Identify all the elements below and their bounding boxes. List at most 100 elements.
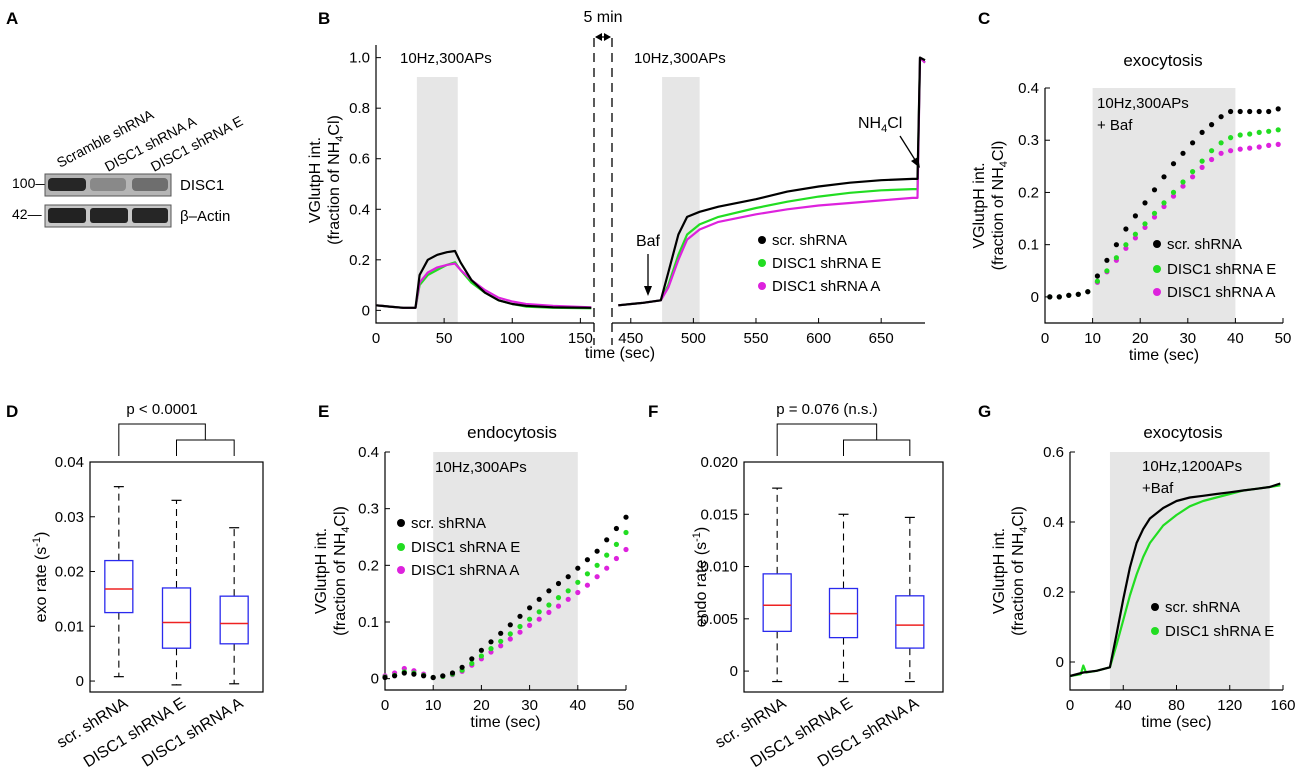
point-A bbox=[507, 636, 513, 642]
x-axis-label: time (sec) bbox=[1129, 347, 1199, 364]
point-A bbox=[517, 629, 523, 635]
point-E bbox=[623, 529, 629, 536]
y-axis-label-line2: (fraction of NH4Cl) bbox=[326, 115, 346, 245]
point-scr bbox=[1237, 108, 1243, 115]
legend-e-marker bbox=[1151, 627, 1159, 635]
box bbox=[895, 595, 925, 649]
point-scr bbox=[498, 630, 504, 636]
y-axis-label-line1: VGlutpH int. bbox=[307, 137, 324, 223]
point-A bbox=[527, 622, 533, 629]
legend-scr-marker bbox=[1151, 603, 1159, 611]
y-tick-label: 0.4 bbox=[349, 201, 370, 218]
y-tick-label: 0.020 bbox=[700, 454, 738, 471]
point-E bbox=[1132, 231, 1138, 237]
y-axis-label: exo rate (s-1) bbox=[31, 532, 50, 623]
series-A-left bbox=[375, 262, 592, 309]
point-scr bbox=[401, 670, 407, 676]
point-A bbox=[1132, 235, 1138, 241]
point-E bbox=[527, 616, 533, 622]
y-tick-label: 0.2 bbox=[349, 252, 370, 269]
point-E bbox=[1266, 128, 1272, 134]
y-tick-label: 0.010 bbox=[700, 559, 738, 576]
point-E bbox=[1113, 255, 1119, 261]
point-scr bbox=[459, 664, 465, 670]
panel-letter-a: A bbox=[6, 9, 18, 28]
point-scr bbox=[1190, 140, 1196, 146]
western-blot: Scramble shRNA DISC1 shRNA A DISC1 shRNA… bbox=[12, 106, 245, 228]
significance-bracket-sub bbox=[176, 439, 235, 456]
point-A bbox=[623, 546, 629, 553]
x-tick-label: 500 bbox=[681, 330, 706, 347]
point-scr bbox=[1266, 108, 1272, 115]
point-E bbox=[1180, 179, 1186, 185]
y-tick-label: 0 bbox=[1031, 289, 1039, 306]
point-E bbox=[1275, 127, 1281, 133]
point-E bbox=[488, 646, 494, 652]
point-scr bbox=[382, 674, 388, 681]
point-E bbox=[1094, 278, 1100, 284]
panel-letter-c: C bbox=[978, 9, 990, 28]
point-scr bbox=[1113, 242, 1119, 248]
point-scr bbox=[613, 525, 620, 532]
point-scr bbox=[411, 671, 417, 677]
legend-e-label: DISC1 shRNA E bbox=[772, 255, 881, 272]
disc1-band-2 bbox=[90, 178, 126, 191]
x-tick-label: 450 bbox=[618, 330, 643, 347]
point-E bbox=[584, 571, 591, 577]
point-E bbox=[1190, 169, 1196, 175]
x-tick-label: 0 bbox=[372, 330, 380, 347]
x-axis-label: time (sec) bbox=[1141, 714, 1211, 731]
y-tick-label: 0 bbox=[371, 671, 379, 688]
panel-letter-f: F bbox=[648, 402, 658, 421]
stim-label: 10Hz,300APs bbox=[435, 459, 527, 476]
axes-frame bbox=[89, 461, 264, 693]
x-tick-label: 0 bbox=[1041, 330, 1049, 347]
point-scr bbox=[623, 514, 629, 520]
point-scr bbox=[517, 613, 523, 619]
legend-scr-marker bbox=[1153, 240, 1161, 248]
point-scr bbox=[1056, 294, 1062, 300]
significance-bracket bbox=[118, 423, 206, 456]
point-scr bbox=[488, 639, 494, 645]
point-A bbox=[565, 596, 571, 602]
point-A bbox=[1218, 150, 1224, 156]
chart-title: exocytosis bbox=[1143, 423, 1222, 442]
point-scr bbox=[536, 596, 542, 602]
panel-letter-d: D bbox=[6, 402, 18, 421]
x-tick-label: 40 bbox=[1115, 697, 1132, 714]
point-A bbox=[1237, 146, 1243, 152]
point-E bbox=[546, 602, 552, 608]
legend-e-label: DISC1 shRNA E bbox=[1165, 623, 1274, 640]
panel-letter-e: E bbox=[318, 402, 329, 421]
panel-letter-b: B bbox=[318, 9, 330, 28]
point-A bbox=[575, 589, 581, 596]
y-tick-label: 0.1 bbox=[358, 614, 379, 631]
legend-A-marker bbox=[1153, 288, 1161, 296]
point-E bbox=[517, 623, 523, 630]
x-tick-label: 100 bbox=[500, 330, 525, 347]
y-tick-label: 0.2 bbox=[358, 557, 379, 574]
point-scr bbox=[1066, 292, 1072, 298]
point-scr bbox=[1151, 187, 1158, 193]
point-E bbox=[555, 595, 562, 601]
x-tick-label: 0 bbox=[1066, 697, 1074, 714]
legend-a-marker bbox=[758, 282, 766, 290]
point-scr bbox=[1180, 150, 1186, 156]
baf-annotation: Baf bbox=[636, 233, 661, 250]
point-E bbox=[469, 660, 475, 667]
point-scr bbox=[1104, 257, 1110, 263]
point-scr bbox=[565, 574, 571, 580]
legend-a-label: DISC1 shRNA A bbox=[772, 278, 880, 295]
point-A bbox=[613, 555, 620, 562]
x-tick-label: 650 bbox=[869, 330, 894, 347]
point-scr bbox=[1228, 108, 1234, 115]
y-tick-label: 0.01 bbox=[55, 618, 84, 635]
y-tick-label: 0.02 bbox=[55, 564, 84, 581]
y-tick-label: 0.6 bbox=[1043, 444, 1064, 461]
x-tick-label: 30 bbox=[1179, 330, 1196, 347]
point-A bbox=[1256, 144, 1262, 150]
point-E bbox=[1199, 158, 1205, 164]
